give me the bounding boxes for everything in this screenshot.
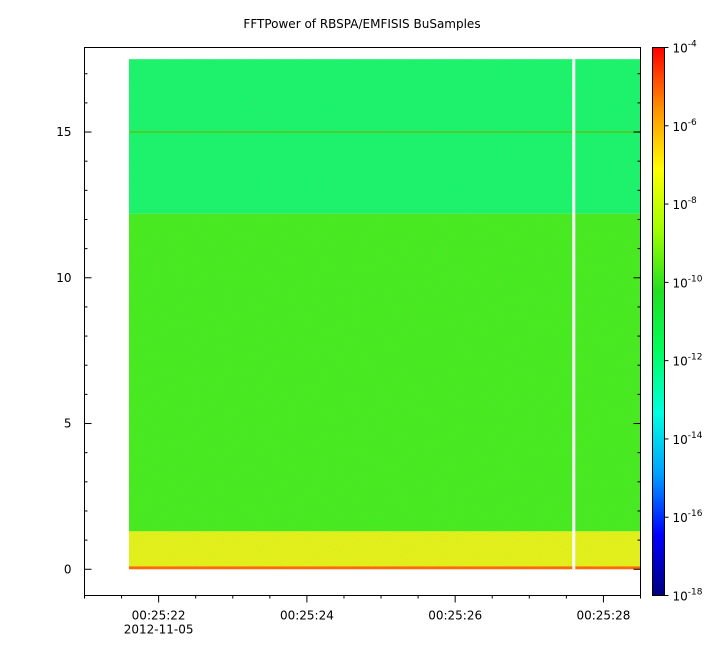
y-tick-label-0: 0 xyxy=(64,562,72,576)
x-tick-label-1: 00:25:24 xyxy=(280,609,334,623)
colorbar-label-0: 10-4 xyxy=(673,40,698,56)
colorbar-label-1: 10-6 xyxy=(673,118,698,134)
colorbar-ticks: 10-4 10-6 10-8 10-10 10-12 10-14 10-16 10-18 xyxy=(664,40,703,604)
x-date-label: 2012-11-05 xyxy=(124,623,194,637)
chart-title: FFTPower of RBSPA/EMFISIS BuSamples xyxy=(243,17,481,31)
x-axis: 00:25:22 00:25:24 00:25:26 00:25:28 2012-11-… xyxy=(84,595,641,637)
x-tick-label-3: 00:25:28 xyxy=(576,609,630,623)
colorbar-label-7: 10-18 xyxy=(673,588,703,604)
spectrogram-bands xyxy=(128,59,641,570)
colorbar-label-6: 10-16 xyxy=(673,509,703,525)
data-gap xyxy=(572,59,576,570)
spectrogram-noise-b xyxy=(128,59,641,570)
colorbar-label-5: 10-14 xyxy=(673,431,703,447)
y-tick-label-3: 15 xyxy=(56,125,71,139)
colorbar-label-2: 10-8 xyxy=(673,196,698,212)
y-axis: 0 5 10 15 xyxy=(56,73,641,576)
y-tick-label-1: 5 xyxy=(64,417,72,431)
y-tick-label-2: 10 xyxy=(56,271,71,285)
colorbar-label-3: 10-10 xyxy=(673,274,703,290)
x-tick-label-0: 00:25:22 xyxy=(132,609,186,623)
x-tick-label-2: 00:25:26 xyxy=(428,609,482,623)
colorbar-label-4: 10-12 xyxy=(673,353,703,369)
colorbar xyxy=(652,47,665,596)
